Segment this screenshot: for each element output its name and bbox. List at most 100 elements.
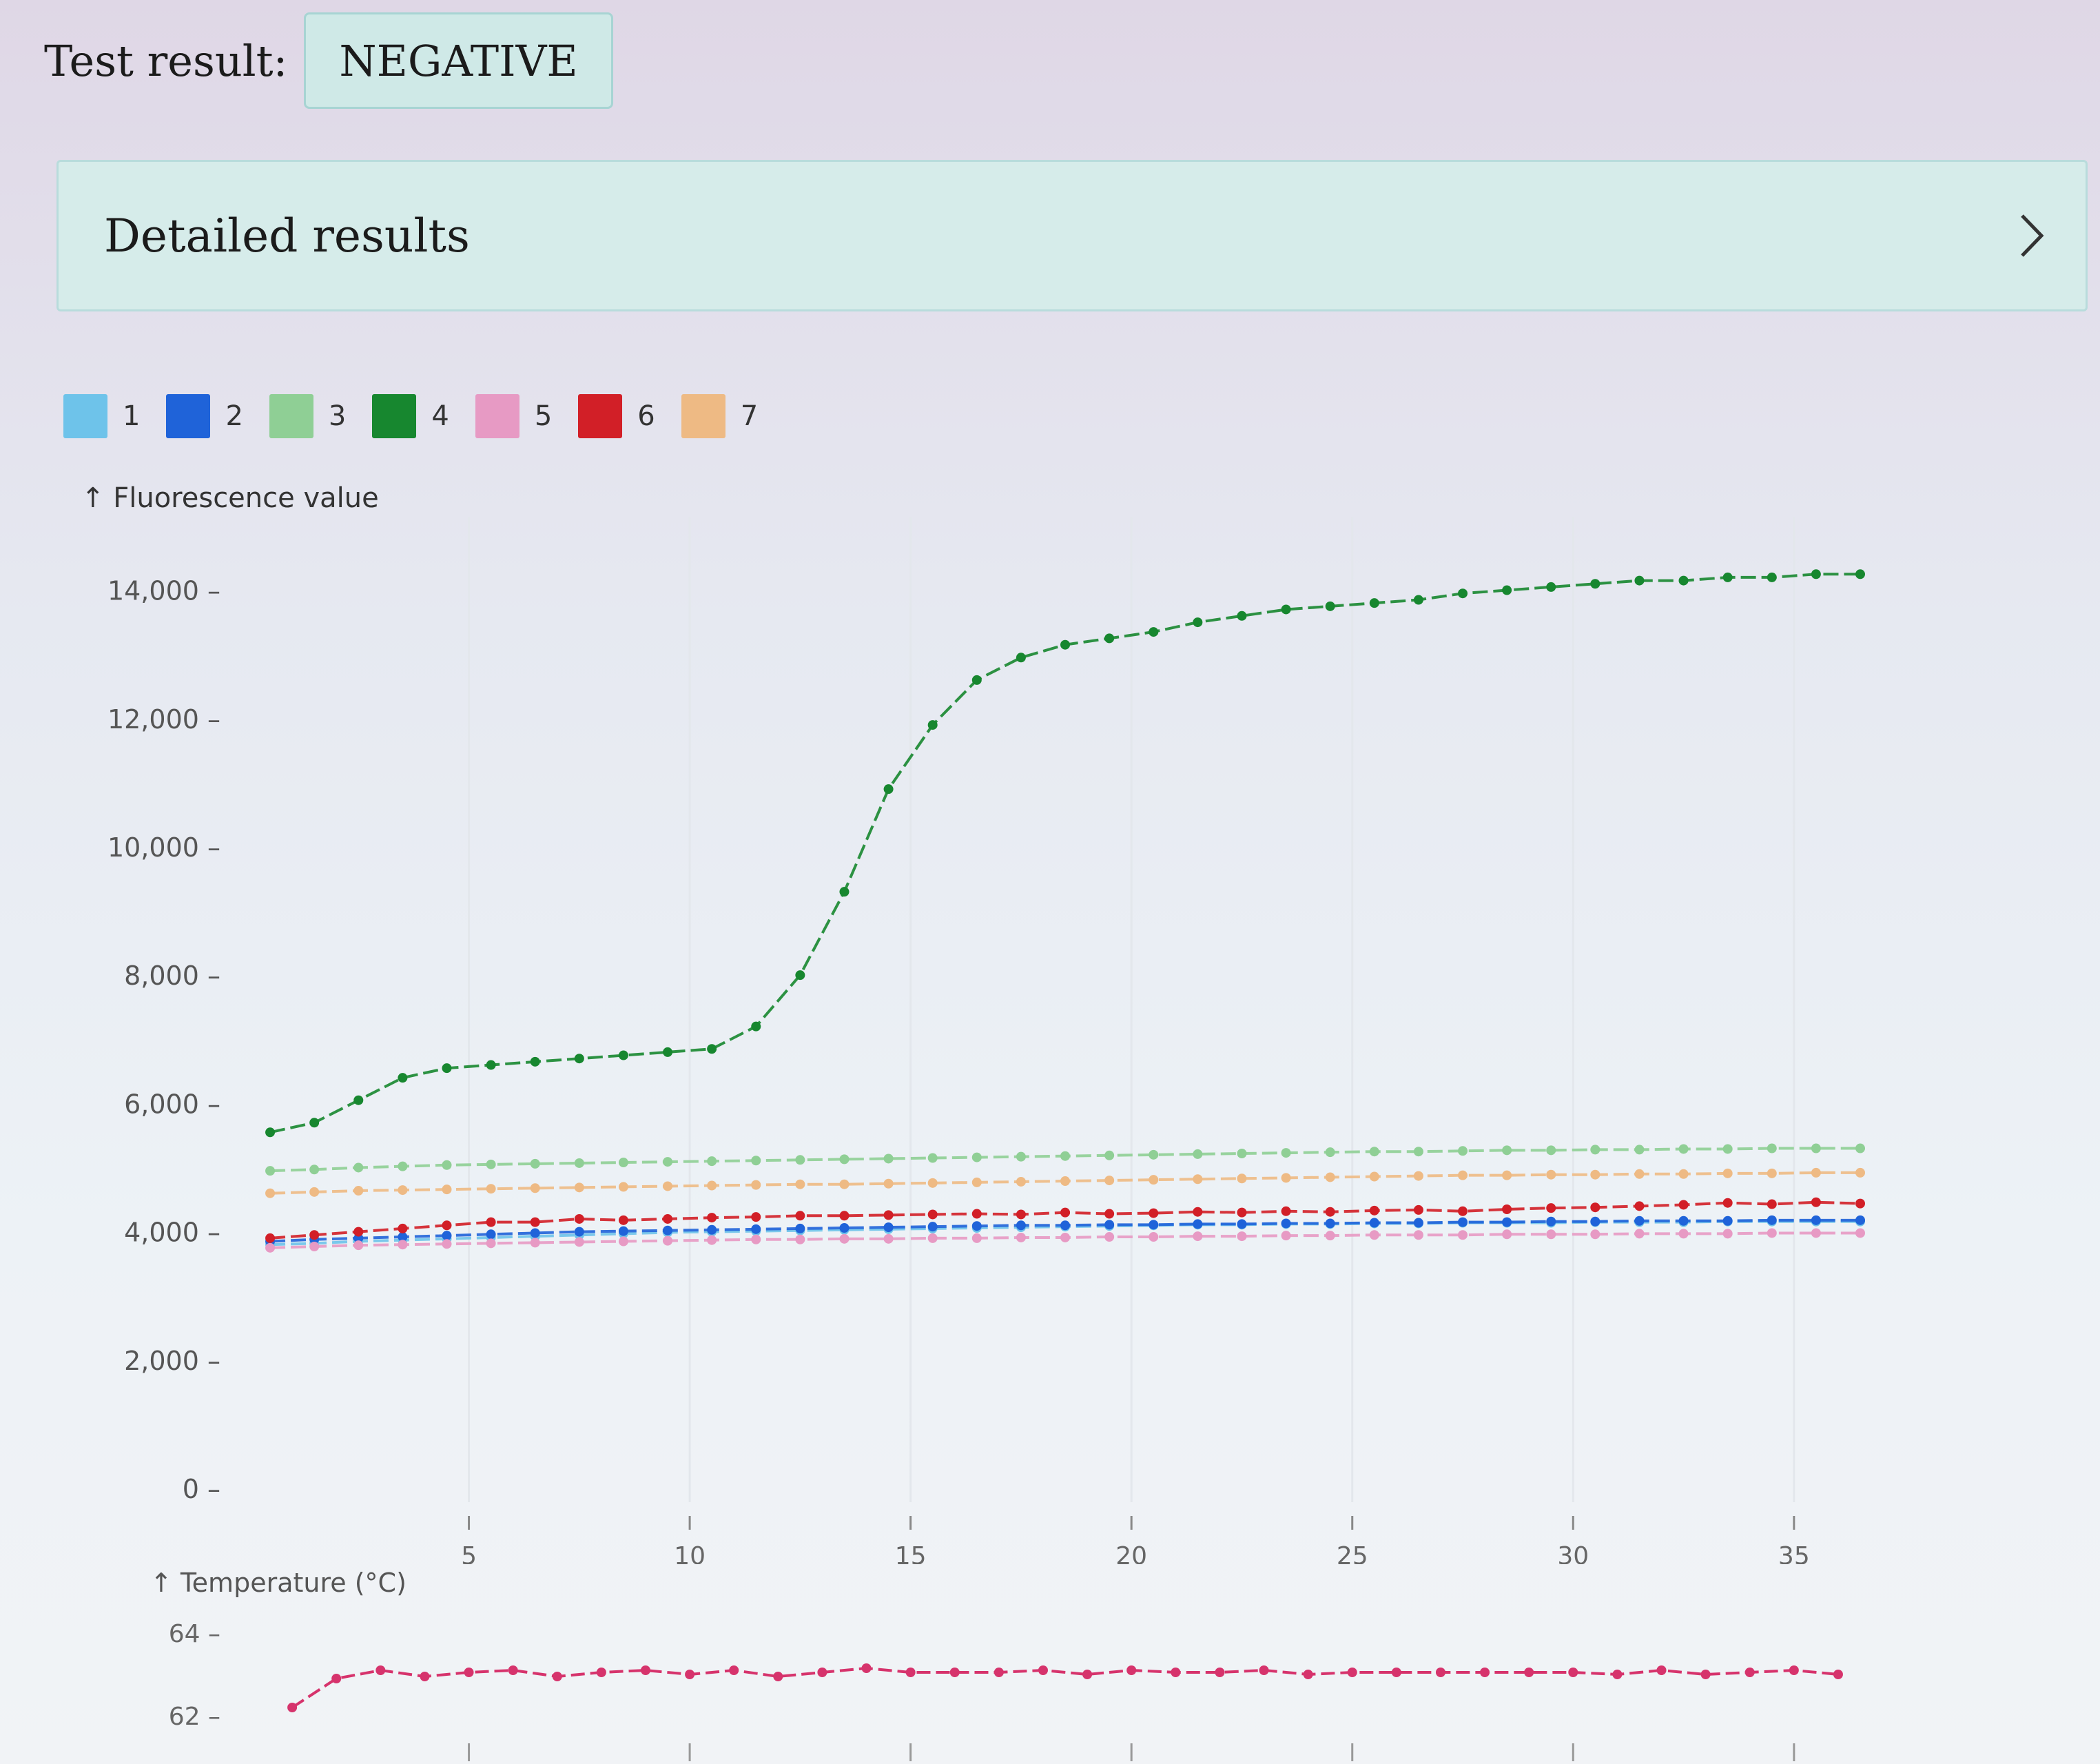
legend-item[interactable]: 5 — [475, 394, 552, 438]
data-point-series-5 — [442, 1239, 452, 1249]
data-point-series-6 — [971, 1209, 982, 1219]
temperature-line — [291, 1666, 1839, 1709]
data-point-series-2 — [1281, 1218, 1291, 1229]
data-point-series-4 — [1722, 572, 1733, 582]
temperature-point — [331, 1674, 342, 1683]
data-point-series-3 — [353, 1162, 364, 1173]
data-point-series-2 — [1016, 1220, 1026, 1231]
data-point-series-5 — [1811, 1228, 1821, 1238]
legend-item[interactable]: 1 — [63, 394, 140, 438]
data-point-series-6 — [574, 1213, 584, 1224]
data-point-series-2 — [1634, 1216, 1645, 1226]
data-point-series-5 — [1016, 1232, 1026, 1242]
data-point-series-2 — [1502, 1217, 1512, 1227]
data-point-series-3 — [751, 1156, 761, 1166]
data-point-series-3 — [1060, 1151, 1071, 1161]
data-point-series-3 — [530, 1158, 540, 1169]
data-point-series-3 — [1590, 1145, 1600, 1155]
data-point-series-6 — [1502, 1204, 1512, 1214]
data-point-series-2 — [1855, 1215, 1865, 1225]
data-point-series-5 — [1722, 1229, 1733, 1239]
data-point-series-4 — [1325, 601, 1335, 611]
data-point-series-7 — [1281, 1173, 1291, 1183]
temperature-point — [1171, 1668, 1181, 1677]
data-point-series-6 — [1722, 1198, 1733, 1208]
temperature-point — [1833, 1670, 1843, 1679]
data-point-series-6 — [927, 1209, 938, 1220]
data-point-series-6 — [1281, 1206, 1291, 1216]
data-point-series-2 — [1678, 1216, 1689, 1226]
data-point-series-4 — [1811, 569, 1821, 580]
data-point-series-7 — [1413, 1171, 1423, 1181]
data-point-series-6 — [530, 1217, 540, 1227]
y-tick-label: 8,000 – — [124, 961, 220, 991]
legend-item[interactable]: 6 — [578, 394, 655, 438]
data-point-series-5 — [398, 1240, 408, 1250]
data-point-series-6 — [1678, 1200, 1689, 1210]
data-point-series-6 — [265, 1233, 276, 1243]
data-point-series-7 — [883, 1178, 894, 1189]
data-point-series-3 — [1237, 1149, 1247, 1158]
legend-item[interactable]: 7 — [681, 394, 758, 438]
temperature-point — [1612, 1670, 1623, 1679]
data-point-series-2 — [1325, 1218, 1335, 1229]
data-point-series-2 — [486, 1229, 496, 1240]
x-tick-label: 5 — [461, 1542, 477, 1564]
temperature-tick-label: 64 – — [169, 1620, 220, 1648]
data-point-series-4 — [1767, 572, 1777, 582]
data-point-series-4 — [618, 1050, 628, 1060]
data-point-series-7 — [353, 1186, 364, 1196]
legend-item[interactable]: 2 — [166, 394, 243, 438]
data-point-series-7 — [1502, 1170, 1512, 1180]
data-point-series-3 — [707, 1156, 717, 1167]
data-point-series-7 — [707, 1180, 717, 1191]
temperature-axis-label: ↑ Temperature (°C) — [150, 1568, 406, 1598]
legend-swatch — [269, 394, 313, 438]
data-point-series-5 — [1502, 1229, 1512, 1240]
data-point-series-6 — [1590, 1202, 1600, 1213]
data-point-series-5 — [1590, 1229, 1600, 1240]
data-point-series-2 — [1060, 1220, 1071, 1231]
data-point-series-6 — [1855, 1198, 1865, 1209]
y-tick-label: 10,000 – — [107, 832, 220, 863]
data-point-series-3 — [1458, 1146, 1468, 1156]
legend-label: 4 — [431, 400, 449, 432]
legend-item[interactable]: 3 — [269, 394, 346, 438]
data-point-series-2 — [1590, 1216, 1600, 1227]
temperature-point — [1126, 1665, 1137, 1675]
data-point-series-4 — [1634, 575, 1645, 586]
legend-item[interactable]: 4 — [372, 394, 449, 438]
data-point-series-3 — [1193, 1149, 1203, 1159]
data-point-series-5 — [707, 1235, 717, 1245]
legend-label: 5 — [534, 400, 553, 432]
data-point-series-6 — [1413, 1204, 1423, 1215]
data-point-series-6 — [1325, 1207, 1335, 1217]
y-tick-label: 4,000 – — [124, 1218, 220, 1248]
chevron-right-icon[interactable] — [2017, 212, 2047, 260]
data-point-series-3 — [1855, 1143, 1865, 1153]
data-point-series-7 — [1678, 1169, 1689, 1179]
data-point-series-4 — [1149, 627, 1159, 637]
data-point-series-4 — [442, 1063, 452, 1074]
temperature-point — [464, 1668, 474, 1677]
data-point-series-7 — [971, 1177, 982, 1187]
detailed-results-panel[interactable]: Detailed results — [56, 160, 2088, 311]
data-point-series-6 — [309, 1230, 320, 1240]
data-point-series-5 — [1546, 1229, 1556, 1240]
data-point-series-3 — [1502, 1145, 1512, 1156]
data-point-series-5 — [1855, 1228, 1865, 1238]
temperature-point — [287, 1703, 298, 1712]
data-point-series-3 — [309, 1165, 320, 1175]
temperature-point — [1215, 1668, 1225, 1677]
test-result-badge: NEGATIVE — [304, 12, 613, 109]
data-point-series-7 — [751, 1180, 761, 1190]
data-point-series-7 — [1458, 1170, 1468, 1180]
legend-label: 1 — [123, 400, 141, 432]
data-point-series-5 — [883, 1233, 894, 1244]
data-point-series-7 — [1811, 1167, 1821, 1178]
data-point-series-7 — [1104, 1176, 1115, 1186]
temperature-point — [552, 1672, 562, 1681]
data-point-series-2 — [1369, 1218, 1379, 1228]
data-point-series-4 — [574, 1054, 584, 1064]
data-point-series-2 — [1237, 1219, 1247, 1229]
